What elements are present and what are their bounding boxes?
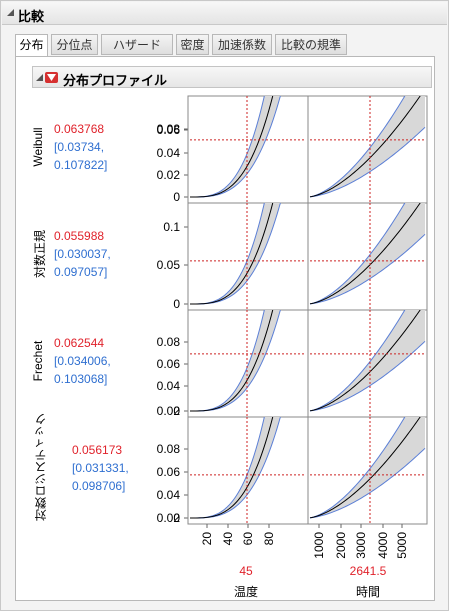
y-tick-label: 0.05 xyxy=(157,258,181,272)
y-tick-label: 0 xyxy=(173,297,180,311)
estimate-curve xyxy=(189,203,274,305)
frechet-value: 0.062544 xyxy=(54,336,105,350)
estimate-curve xyxy=(189,310,274,412)
y-tick-label: 0.06 xyxy=(157,123,181,137)
frechet-ci-lower: [0.034006, xyxy=(54,354,111,368)
cell-plot-group xyxy=(309,310,426,417)
weibull-ci-upper: 0.107822] xyxy=(54,158,108,172)
y-tick-label: 0 xyxy=(173,404,180,418)
y-tick-label: 0.04 xyxy=(157,146,181,160)
estimate-curve xyxy=(309,310,421,412)
x-tick-label: 5000 xyxy=(395,532,409,559)
section-header: 分布プロファイル xyxy=(32,66,432,88)
tab-distribution[interactable]: 分布 xyxy=(15,34,48,57)
cell-plot-group xyxy=(189,203,306,310)
temperature-axis-label: 温度 xyxy=(233,585,258,599)
section-title: 分布プロファイル xyxy=(63,73,168,88)
y-tick-label: 0.02 xyxy=(157,511,181,525)
frechet-ci-upper: 0.103068] xyxy=(54,372,108,386)
y-tick-label: 0.08 xyxy=(157,335,181,349)
upper-ci-curve xyxy=(309,310,406,412)
y-tick-label: 0.04 xyxy=(157,379,181,393)
tab-density[interactable]: 密度 xyxy=(176,34,209,55)
y-tick-label: 0.08 xyxy=(157,122,181,136)
lognormal-ci-lower: [0.030037, xyxy=(54,247,111,261)
lower-ci-curve xyxy=(309,447,426,519)
x-tick-label: 2000 xyxy=(334,532,348,559)
frechet-value-block: 0.062544 [0.034006, 0.103068] xyxy=(54,334,111,388)
row-label-loglogistic-text: 対数ロジスティック xyxy=(34,413,48,521)
cell-plot-group xyxy=(309,417,426,524)
cell-plot-group xyxy=(189,310,306,417)
x-tick-label: 60 xyxy=(241,532,255,546)
y-tick-label: 0.02 xyxy=(157,168,181,182)
row-label-loglogistic: 対数ロジスティック xyxy=(32,413,48,521)
upper-ci-curve xyxy=(309,203,406,305)
x-tick-label: 1000 xyxy=(312,532,326,559)
x-tick-label: 4000 xyxy=(376,532,390,559)
time-axis-label: 時間 xyxy=(355,585,380,599)
collapse-triangle-icon[interactable] xyxy=(6,8,15,17)
confidence-band xyxy=(310,310,425,411)
loglogistic-value: 0.056173 xyxy=(72,443,123,457)
lognormal-value: 0.055988 xyxy=(54,229,105,243)
y-tick-label: 0.06 xyxy=(157,357,181,371)
loglogistic-value-block: 0.056173 [0.031331, 0.098706] xyxy=(72,441,129,495)
red-triangle-menu-button[interactable] xyxy=(45,72,58,83)
estimate-curve xyxy=(189,96,274,198)
x-tick-label: 40 xyxy=(221,532,235,546)
loglogistic-ci-upper: 0.098706] xyxy=(72,479,126,493)
y-tick-label: 0 xyxy=(173,190,180,204)
y-tick-label: 0.1 xyxy=(163,220,180,234)
confidence-band xyxy=(310,203,425,304)
loglogistic-ci-lower: [0.031331, xyxy=(72,461,129,475)
title-bar: 比較 xyxy=(2,2,447,25)
row-label-weibull: Weibull xyxy=(31,127,45,167)
cell-plot-group xyxy=(309,96,426,203)
temperature-current-value[interactable]: 45 xyxy=(239,564,253,578)
row-label-lognormal: 対数正規 xyxy=(33,230,47,279)
row-label-frechet: Frechet xyxy=(31,340,45,382)
weibull-ci-lower: [0.03734, xyxy=(54,140,105,154)
lower-ci-curve xyxy=(309,340,426,412)
time-current-value[interactable]: 2641.5 xyxy=(349,564,387,578)
tab-quantile[interactable]: 分位点 xyxy=(51,34,98,55)
lognormal-ci-upper: 0.097057] xyxy=(54,265,108,279)
lower-ci-curve xyxy=(309,126,426,198)
estimate-curve xyxy=(189,417,274,519)
y-tick-label: 0.08 xyxy=(157,442,181,456)
y-tick-label: 0.04 xyxy=(157,488,181,502)
y-tick-label: 0.02 xyxy=(157,404,181,418)
profiler-plot-grid: 0.080.060.040.0200.10.0500.080.060.040.0… xyxy=(157,95,428,559)
cell-plot-group xyxy=(189,96,306,203)
lognormal-value-block: 0.055988 [0.030037, 0.097057] xyxy=(54,227,111,281)
tab-comparison-criteria[interactable]: 比較の規準 xyxy=(275,34,347,55)
lower-ci-curve xyxy=(309,233,426,305)
cell-plot-group xyxy=(189,417,306,524)
window-title: 比較 xyxy=(18,9,45,24)
cell-plot-group xyxy=(309,203,426,310)
dropdown-arrow-icon xyxy=(47,74,56,81)
collapse-triangle-icon[interactable] xyxy=(35,73,44,82)
estimate-curve xyxy=(309,417,421,519)
weibull-value-block: 0.063768 [0.03734, 0.107822] xyxy=(54,120,107,174)
y-tick-label: 0 xyxy=(173,511,180,525)
tab-hazard[interactable]: ハザード xyxy=(101,34,173,55)
y-tick-label: 0.06 xyxy=(157,465,181,479)
x-tick-label: 3000 xyxy=(354,532,368,559)
tab-acceleration-factor[interactable]: 加速係数 xyxy=(212,34,272,55)
x-tick-label: 80 xyxy=(262,532,276,546)
confidence-band xyxy=(310,96,425,197)
estimate-curve xyxy=(309,203,421,305)
confidence-band xyxy=(310,417,425,518)
x-tick-label: 20 xyxy=(200,532,214,546)
upper-ci-curve xyxy=(309,96,406,198)
upper-ci-curve xyxy=(309,417,406,519)
plot-cell xyxy=(307,416,428,525)
estimate-curve xyxy=(309,96,421,198)
weibull-value: 0.063768 xyxy=(54,122,105,136)
